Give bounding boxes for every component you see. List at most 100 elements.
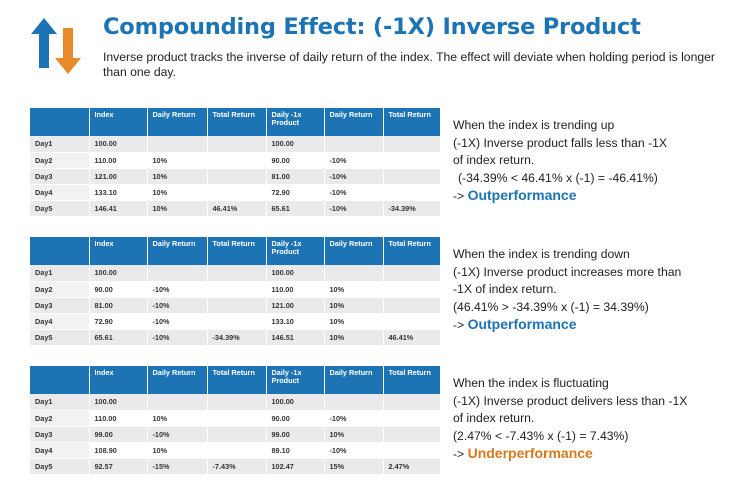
data-table: Index Daily Return Total Return Daily -1… xyxy=(30,108,440,217)
table-header-row: Index Daily Return Total Return Daily -1… xyxy=(30,237,440,265)
column-header: Index xyxy=(89,366,148,394)
table-cell xyxy=(207,442,267,459)
table-row: Day3 81.00 -10% 121.00 10% xyxy=(30,297,440,314)
page-subtitle: Inverse product tracks the inverse of da… xyxy=(103,50,715,79)
table-cell: 121.00 xyxy=(89,168,148,185)
note-line: of index return. xyxy=(453,153,535,167)
table-cell: 10% xyxy=(324,297,384,314)
table-cell: -10% xyxy=(324,184,384,201)
note-line: of index return. xyxy=(453,411,535,425)
table-cell xyxy=(207,281,267,298)
table-cell: 89.10 xyxy=(266,442,325,459)
note-line: (-1X) Inverse product delivers less than… xyxy=(453,393,688,408)
table-cell xyxy=(324,136,384,153)
table-cell: 146.41 xyxy=(89,200,148,217)
table-row: Day2 110.00 10% 90.00 -10% xyxy=(30,410,440,427)
result-label: Outperformance xyxy=(467,187,577,203)
table-row: Day1 100.00 100.00 xyxy=(30,265,440,282)
table-cell xyxy=(207,394,267,411)
table-cell: Day3 xyxy=(30,297,90,314)
result-arrow: -> xyxy=(453,189,465,203)
table-cell: Day2 xyxy=(30,152,90,169)
table-cell: -10% xyxy=(147,281,208,298)
data-table: Index Daily Return Total Return Daily -1… xyxy=(30,366,440,475)
table-row: Day5 65.61 -10% -34.39% 146.51 10% 46.41% xyxy=(30,329,440,346)
table-cell: -10% xyxy=(324,152,384,169)
table-cell: 81.00 xyxy=(89,297,148,314)
table-cell: Day4 xyxy=(30,184,90,201)
table-block-3: Index Daily Return Total Return Daily -1… xyxy=(30,366,440,475)
table-cell: -10% xyxy=(324,410,384,427)
table-cell xyxy=(383,394,440,411)
column-header: Total Return xyxy=(383,237,440,265)
table-cell: 46.41% xyxy=(207,200,267,217)
table-cell: Day1 xyxy=(30,265,90,282)
table-row: Day1 100.00 100.00 xyxy=(30,136,440,153)
table-cell xyxy=(383,184,440,201)
explanation-note-2: When the index is trending down (-1X) In… xyxy=(453,246,743,335)
table-cell xyxy=(383,152,440,169)
table-cell: Day2 xyxy=(30,410,90,427)
table-cell: 10% xyxy=(324,313,384,330)
table-cell: -10% xyxy=(324,200,384,217)
table-cell xyxy=(207,184,267,201)
table-cell: Day5 xyxy=(30,329,90,346)
column-header: Total Return xyxy=(207,237,267,265)
table-cell xyxy=(383,136,440,153)
table-cell xyxy=(383,281,440,298)
table-cell: Day4 xyxy=(30,442,90,459)
table-cell: 100.00 xyxy=(266,136,325,153)
table-cell: 100.00 xyxy=(89,394,148,411)
table-row: Day5 92.57 -15% -7.43% 102.47 15% 2.47% xyxy=(30,458,440,475)
table-cell xyxy=(147,394,208,411)
table-cell: -10% xyxy=(324,442,384,459)
table-cell: 65.61 xyxy=(266,200,325,217)
table-header-row: Index Daily Return Total Return Daily -1… xyxy=(30,366,440,394)
result-arrow: -> xyxy=(453,447,465,461)
table-cell: 110.00 xyxy=(266,281,325,298)
table-cell: -10% xyxy=(147,297,208,314)
table-row: Day4 72.90 -10% 133.10 10% xyxy=(30,313,440,330)
table-header-row: Index Daily Return Total Return Daily -1… xyxy=(30,108,440,136)
table-cell xyxy=(383,265,440,282)
column-header: Daily Return xyxy=(324,237,384,265)
note-result: -> Outperformance xyxy=(453,187,743,206)
table-row: Day3 99.00 -10% 99.00 10% xyxy=(30,426,440,443)
column-header: Index xyxy=(89,108,148,136)
table-cell xyxy=(207,426,267,443)
table-cell: 100.00 xyxy=(266,265,325,282)
table-row: Day2 110.00 10% 90.00 -10% xyxy=(30,152,440,169)
column-header: Total Return xyxy=(383,366,440,394)
table-cell: Day3 xyxy=(30,426,90,443)
table-cell: 46.41% xyxy=(383,329,440,346)
table-cell: 65.61 xyxy=(89,329,148,346)
table-cell: 100.00 xyxy=(89,136,148,153)
table-cell: -34.39% xyxy=(383,200,440,217)
column-header xyxy=(30,108,90,136)
table-row: Day4 133.10 10% 72.90 -10% xyxy=(30,184,440,201)
column-header: Total Return xyxy=(207,366,267,394)
table-cell: 102.47 xyxy=(266,458,325,475)
column-header: Daily Return xyxy=(324,366,384,394)
column-header: Daily -1x Product xyxy=(266,237,325,265)
note-line: When the index is trending up xyxy=(453,118,615,132)
note-line: -1X of index return. xyxy=(453,282,557,296)
note-line: (46.41% > -34.39% x (-1) = 34.39%) xyxy=(453,299,649,314)
table-cell xyxy=(207,152,267,169)
table-row: Day3 121.00 10% 81.00 -10% xyxy=(30,168,440,185)
result-label: Underperformance xyxy=(467,445,593,461)
table-cell: 10% xyxy=(324,329,384,346)
column-header: Index xyxy=(89,237,148,265)
table-cell xyxy=(383,442,440,459)
column-header: Daily Return xyxy=(147,108,208,136)
table-cell: -34.39% xyxy=(207,329,267,346)
table-cell: -7.43% xyxy=(207,458,267,475)
table-cell xyxy=(383,168,440,185)
table-cell: 99.00 xyxy=(89,426,148,443)
table-cell: 100.00 xyxy=(89,265,148,282)
table-cell xyxy=(207,313,267,330)
table-cell: 10% xyxy=(147,200,208,217)
logo-arrows xyxy=(31,18,81,74)
table-cell xyxy=(383,297,440,314)
note-line: (2.47% < -7.43% x (-1) = 7.43%) xyxy=(453,428,629,443)
